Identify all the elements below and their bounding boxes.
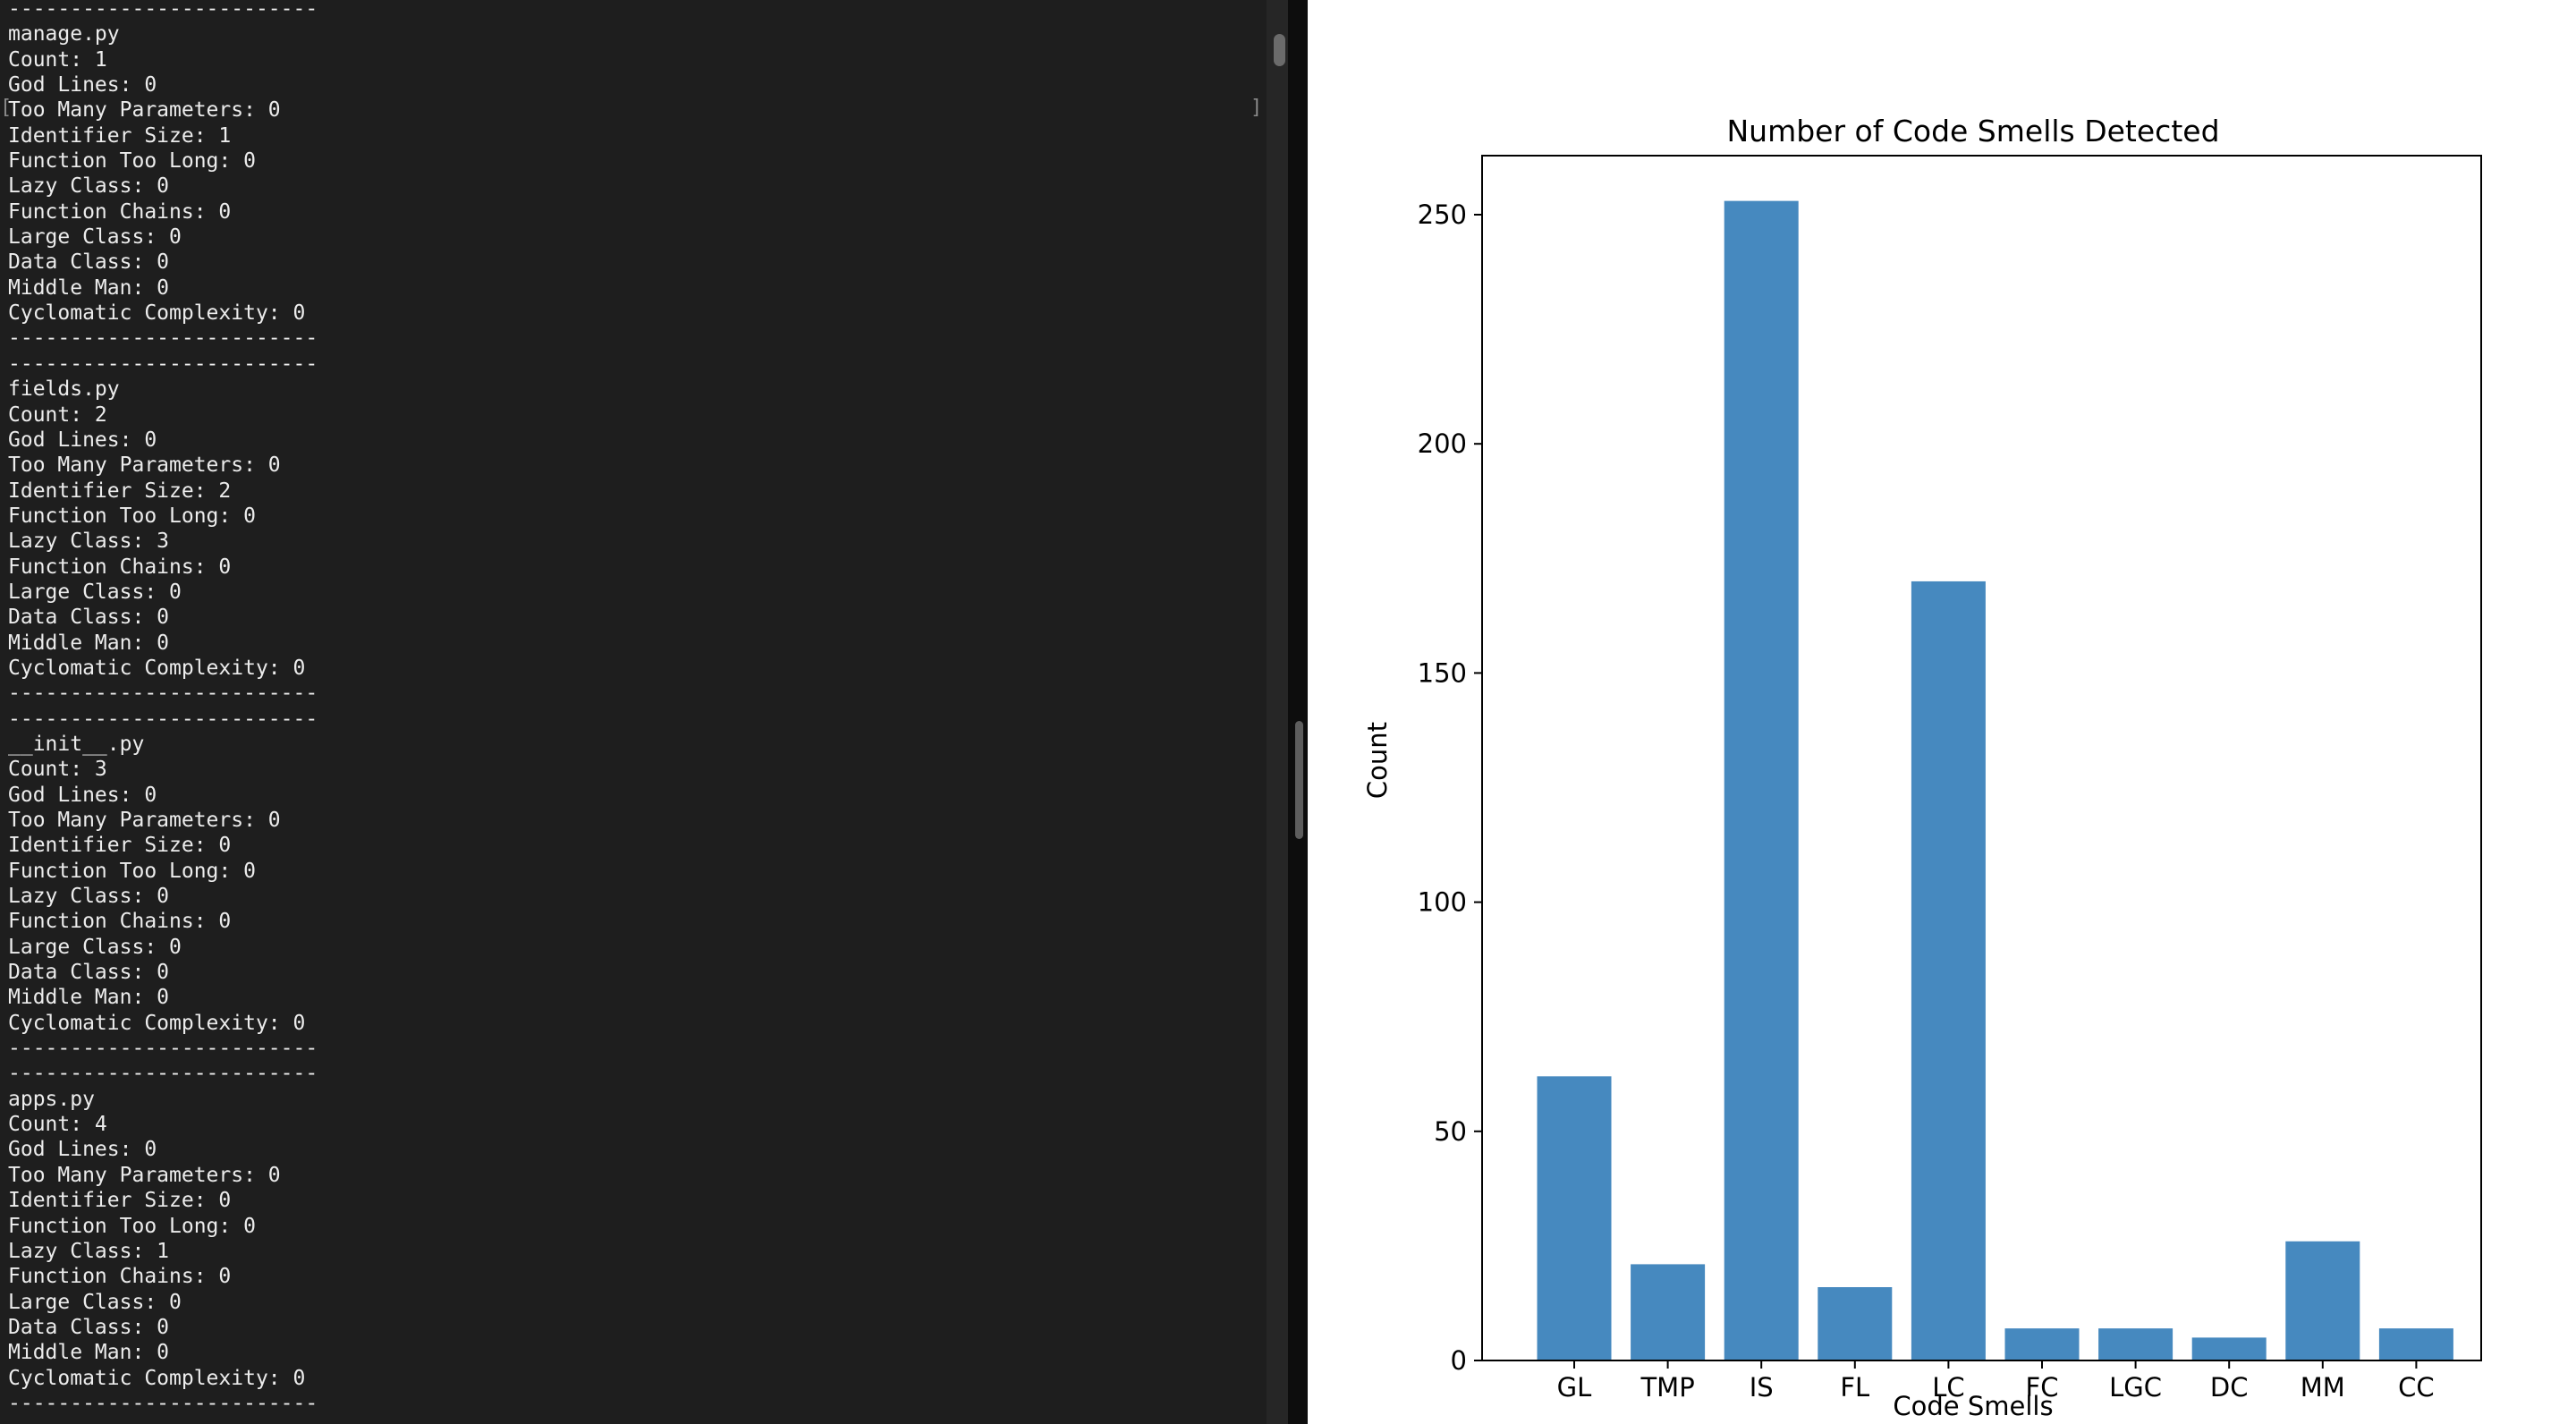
chart-figure: Number of Code Smells Detected 0 50 100 150…	[1308, 0, 2576, 1424]
terminal-line: Count: 4	[8, 1113, 107, 1137]
x-tick-label: LC	[1932, 1372, 1964, 1403]
terminal-line: -------------------------	[8, 1062, 318, 1086]
terminal-line: Function Chains: 0	[8, 555, 232, 579]
bar-fl	[1818, 1287, 1893, 1360]
selection-bracket-right: ]	[1250, 97, 1263, 119]
y-tick-label: 100	[1418, 887, 1467, 918]
terminal-line: fields.py	[8, 377, 120, 402]
terminal-line: Function Chains: 0	[8, 910, 232, 934]
x-tick-label: FC	[2026, 1372, 2059, 1403]
x-tick-label: FL	[1840, 1372, 1869, 1403]
terminal-line: Count: 1	[8, 47, 107, 72]
y-tick-label: 150	[1418, 657, 1467, 688]
terminal-line: Data Class: 0	[8, 250, 170, 275]
terminal-line: Data Class: 0	[8, 1315, 170, 1339]
terminal-line: -------------------------	[8, 682, 318, 706]
x-tick-label: DC	[2210, 1372, 2249, 1403]
terminal-line: Large Class: 0	[8, 580, 182, 604]
x-tick-label: IS	[1750, 1372, 1774, 1403]
x-tick-label: MM	[2301, 1372, 2345, 1403]
terminal-line: Identifier Size: 2	[8, 479, 232, 503]
terminal-line: apps.py	[8, 1087, 95, 1111]
terminal-line: Count: 2	[8, 403, 107, 427]
terminal-line: Large Class: 0	[8, 225, 182, 250]
terminal-line: Function Too Long: 0	[8, 859, 256, 883]
selection-bracket-left: [	[0, 97, 13, 119]
terminal-line: Too Many Parameters: 0	[8, 98, 281, 123]
terminal-scrollbar-thumb[interactable]	[1274, 34, 1285, 66]
terminal-line: Lazy Class: 1	[8, 1239, 170, 1263]
axes-frame	[1481, 155, 2482, 1361]
x-tick-label: TMP	[1640, 1372, 1694, 1403]
bar-cc	[2378, 1328, 2453, 1360]
bar-gl	[1537, 1076, 1612, 1360]
terminal-pane[interactable]: ------------------------- manage.py Count:…	[0, 0, 1267, 1424]
terminal-line: manage.py	[8, 22, 120, 47]
terminal-line: -------------------------	[8, 326, 318, 351]
terminal-line: Function Chains: 0	[8, 1265, 232, 1289]
x-tick-label: LGC	[2109, 1372, 2162, 1403]
terminal-line: Cyclomatic Complexity: 0	[8, 1011, 306, 1035]
x-tick-label: GL	[1557, 1372, 1592, 1403]
bar-lgc	[2098, 1328, 2174, 1360]
terminal-line: Cyclomatic Complexity: 0	[8, 656, 306, 680]
terminal-line: Cyclomatic Complexity: 0	[8, 301, 306, 326]
terminal-line: -------------------------	[8, 0, 318, 21]
terminal-line: Too Many Parameters: 0	[8, 809, 281, 832]
terminal-line: -------------------------	[8, 1391, 318, 1415]
terminal-line: Lazy Class: 3	[8, 530, 170, 554]
terminal-line: -------------------------	[8, 352, 318, 376]
terminal-line: Identifier Size: 1	[8, 123, 232, 148]
y-tick-label: 250	[1418, 199, 1467, 230]
bar-tmp	[1631, 1264, 1706, 1360]
terminal-line: God Lines: 0	[8, 73, 157, 97]
terminal-line: Large Class: 0	[8, 1290, 182, 1314]
terminal-line: Function Too Long: 0	[8, 1214, 256, 1238]
terminal-line: Lazy Class: 0	[8, 885, 170, 909]
terminal-line: Too Many Parameters: 0	[8, 453, 281, 478]
terminal-line: Too Many Parameters: 0	[8, 1163, 281, 1187]
x-axis-label: Code Smells	[1893, 1391, 2053, 1421]
terminal-line: Function Too Long: 0	[8, 149, 256, 174]
terminal-line: __init__.py	[8, 732, 145, 756]
terminal-line: Function Too Long: 0	[8, 504, 256, 528]
terminal-line: Count: 3	[8, 758, 107, 782]
terminal-line: Identifier Size: 0	[8, 834, 232, 858]
terminal-scrollbar-track[interactable]	[1267, 0, 1288, 1424]
bar-lc	[1911, 581, 1986, 1360]
terminal-line: -------------------------	[8, 1416, 318, 1424]
pane-divider-handle[interactable]	[1295, 721, 1303, 839]
y-tick-label: 50	[1434, 1116, 1467, 1147]
terminal-line: God Lines: 0	[8, 1138, 157, 1162]
terminal-line: Lazy Class: 0	[8, 174, 170, 199]
terminal-line: Data Class: 0	[8, 961, 170, 985]
bar-mm	[2285, 1241, 2360, 1360]
terminal-line: God Lines: 0	[8, 428, 157, 452]
terminal-line: Large Class: 0	[8, 935, 182, 959]
terminal-line: Middle Man: 0	[8, 986, 170, 1010]
terminal-line: Middle Man: 0	[8, 275, 170, 300]
bar-fc	[2004, 1328, 2080, 1360]
terminal-line: -------------------------	[8, 707, 318, 731]
y-tick-label: 0	[1451, 1345, 1467, 1376]
y-tick-label: 200	[1418, 428, 1467, 459]
pane-divider[interactable]	[1288, 0, 1308, 1424]
bar-dc	[2191, 1337, 2267, 1360]
terminal-line: -------------------------	[8, 1037, 318, 1061]
bar-chart: Number of Code Smells Detected 0 50 100 150…	[1362, 114, 2482, 1421]
terminal-line: Function Chains: 0	[8, 199, 232, 224]
terminal-line: Data Class: 0	[8, 606, 170, 630]
terminal-output: ------------------------- manage.py Count:…	[8, 0, 318, 1424]
terminal-line: Middle Man: 0	[8, 1341, 170, 1365]
terminal-line: Middle Man: 0	[8, 631, 170, 655]
terminal-line: Identifier Size: 0	[8, 1189, 232, 1213]
terminal-line: Cyclomatic Complexity: 0	[8, 1366, 306, 1390]
x-tick-label: CC	[2398, 1372, 2435, 1403]
bar-is	[1724, 200, 1799, 1360]
y-axis-label: Count	[1362, 722, 1393, 799]
chart-title: Number of Code Smells Detected	[1726, 114, 2219, 148]
terminal-line: God Lines: 0	[8, 783, 157, 807]
